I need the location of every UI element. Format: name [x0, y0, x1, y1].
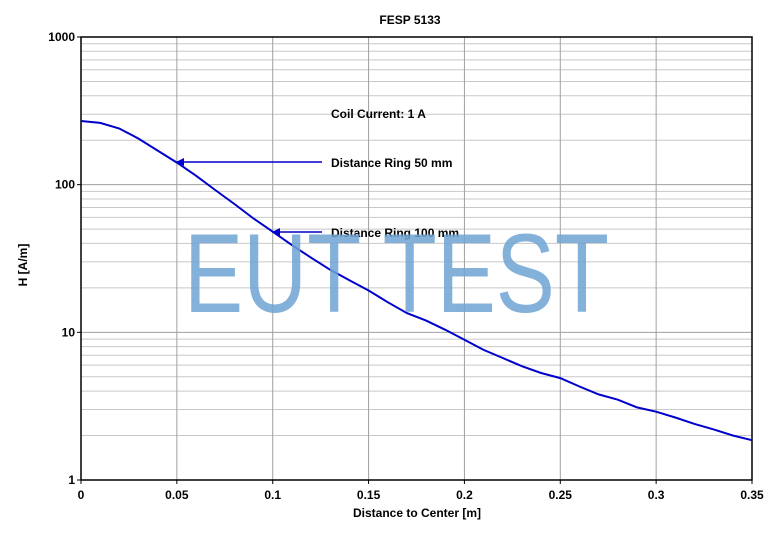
- watermark: EUT TEST: [184, 211, 609, 336]
- x-tick-label: 0.1: [264, 488, 281, 502]
- data-line: [80, 120, 753, 442]
- x-tick-label: 0.2: [456, 488, 473, 502]
- arrow-head: [272, 228, 280, 236]
- grid: [77, 36, 753, 484]
- annotation: Coil Current: 1 A: [331, 107, 426, 121]
- y-tick-label: 1: [68, 473, 75, 487]
- plot-frame: [80, 36, 753, 481]
- x-axis-label: Distance to Center [m]: [353, 506, 481, 520]
- annotation: Distance Ring 50 mm: [331, 156, 452, 170]
- y-axis-label: H [A/m]: [16, 244, 30, 287]
- x-tick-label: 0.25: [549, 488, 573, 502]
- x-tick-label: 0.35: [740, 488, 764, 502]
- y-tick-label: 1000: [48, 30, 75, 44]
- x-tick-label: 0.3: [648, 488, 665, 502]
- x-tick-label: 0.15: [357, 488, 381, 502]
- x-tick-label: 0.05: [165, 488, 189, 502]
- y-tick-label: 10: [62, 325, 76, 339]
- arrow-head: [176, 158, 184, 166]
- annotation: Distance Ring 100 mm: [331, 226, 459, 240]
- y-tick-label: 100: [55, 178, 75, 192]
- marks: [80, 120, 753, 442]
- x-tick-label: 0: [78, 488, 85, 502]
- chart-title: FESP 5133: [379, 13, 440, 27]
